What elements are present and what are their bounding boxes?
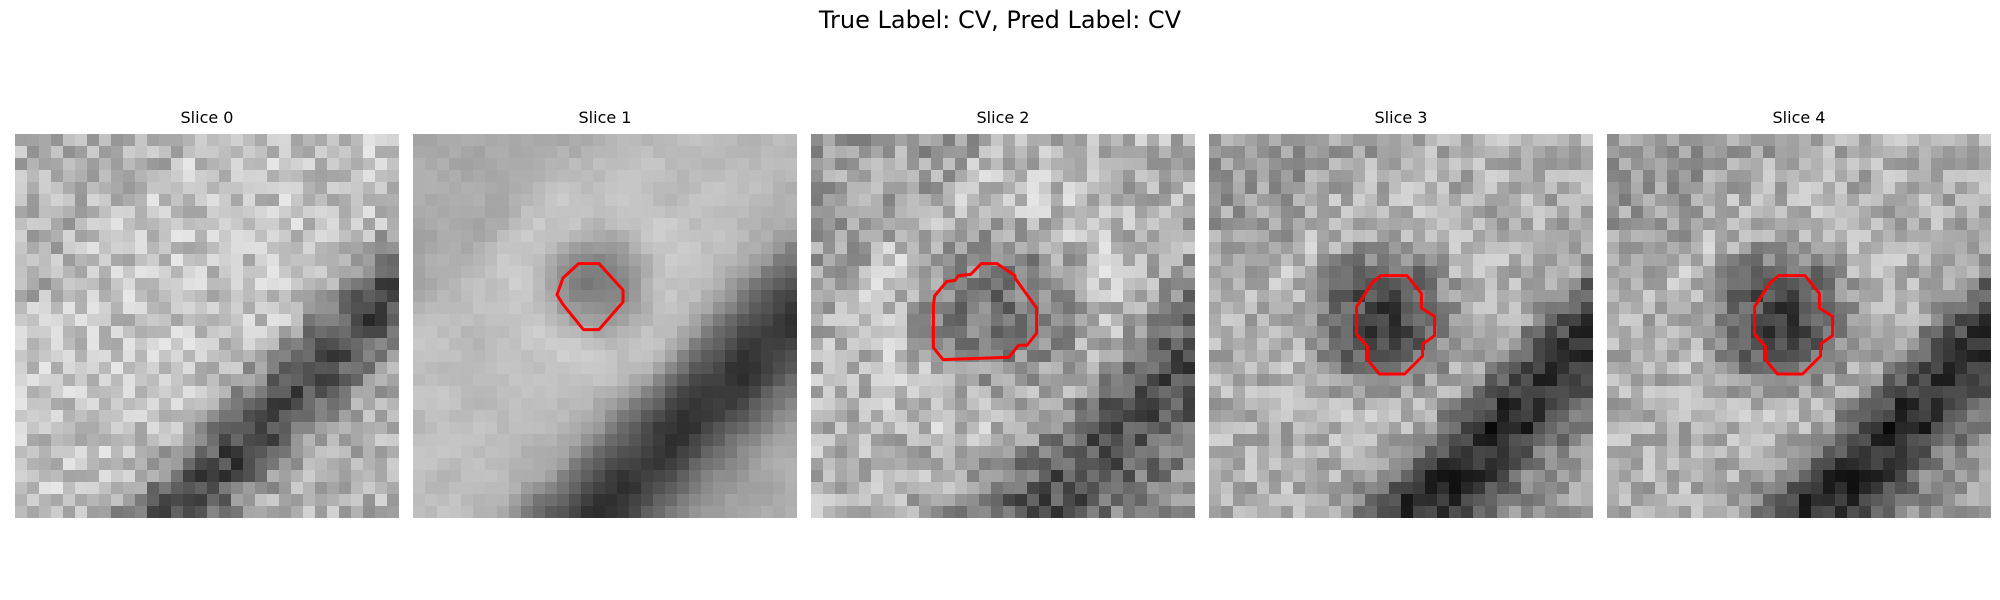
- slice-image-2: [811, 134, 1195, 518]
- slice-title-3: Slice 3: [1374, 108, 1428, 127]
- lesion-contour-2: [931, 262, 1039, 362]
- slice-image-0: [15, 134, 399, 518]
- slice-title-0: Slice 0: [180, 108, 234, 127]
- slice-image-1: [413, 134, 797, 518]
- lesion-contour-1: [555, 262, 625, 332]
- slice-title-1: Slice 1: [578, 108, 632, 127]
- slice-title-2: Slice 2: [976, 108, 1030, 127]
- slice-image-4: [1607, 134, 1991, 518]
- lesion-contour-4: [1753, 274, 1835, 376]
- slice-image-3: [1209, 134, 1593, 518]
- figure-title: True Label: CV, Pred Label: CV: [818, 6, 1182, 34]
- slice-title-4: Slice 4: [1772, 108, 1826, 127]
- lesion-contour-3: [1355, 274, 1437, 376]
